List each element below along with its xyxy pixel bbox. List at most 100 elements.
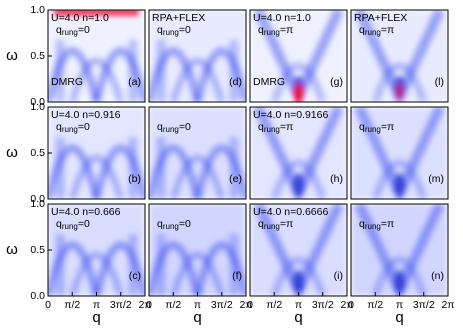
heatmap-blur bbox=[250, 204, 347, 296]
qrung-symbol: q bbox=[56, 218, 62, 230]
y-tick-label: 0.0 bbox=[30, 193, 45, 205]
spectral-peak bbox=[396, 84, 403, 100]
qrung-value: =0 bbox=[78, 218, 90, 230]
qrung-symbol: q bbox=[157, 218, 163, 230]
spectral-feature bbox=[169, 57, 226, 102]
panel-parameters: U=4.0 n=0.916 bbox=[51, 109, 121, 121]
spectral-feature bbox=[193, 144, 246, 199]
x-tick-label: 3π/2 bbox=[110, 299, 132, 311]
qrung-label: qrung=π bbox=[258, 24, 293, 37]
qrung-value: =0 bbox=[78, 121, 90, 133]
spectral-feature bbox=[48, 241, 101, 296]
x-tick-label: 0 bbox=[146, 299, 152, 311]
panel-label: (b) bbox=[128, 173, 141, 185]
panel-label: (h) bbox=[330, 173, 343, 185]
qrung-subscript: rung bbox=[365, 28, 381, 37]
panel-frame bbox=[350, 9, 449, 103]
panel-parameters: U=4.0 n=1.0 bbox=[253, 12, 311, 24]
panel-frame bbox=[148, 106, 247, 200]
heatmap bbox=[250, 107, 347, 199]
y-axis-label: ω bbox=[6, 241, 18, 258]
panel-label: (e) bbox=[229, 173, 242, 185]
qrung-symbol: q bbox=[258, 218, 264, 230]
heatmap bbox=[149, 10, 246, 102]
x-tick-label: 0 bbox=[45, 299, 51, 311]
x-tick-label: 0 bbox=[348, 299, 354, 311]
heatmap bbox=[48, 10, 145, 102]
x-tick-label: π/2 bbox=[367, 299, 383, 311]
x-axis-label: q bbox=[395, 309, 403, 326]
qrung-subscript: rung bbox=[62, 28, 78, 37]
spectral-feature bbox=[92, 241, 145, 296]
spectral-feature bbox=[393, 270, 406, 294]
method-label: DMRG bbox=[51, 76, 83, 88]
panel-frame bbox=[249, 106, 348, 200]
panel-label: (a) bbox=[128, 76, 141, 88]
qrung-subscript: rung bbox=[365, 125, 381, 134]
spectral-peak bbox=[293, 84, 304, 102]
heatmap bbox=[250, 204, 347, 296]
qrung-subscript: rung bbox=[62, 222, 78, 231]
x-tick-label: 3π/2 bbox=[211, 299, 233, 311]
spectral-feature bbox=[292, 173, 305, 197]
qrung-value: =π bbox=[280, 121, 293, 133]
qrung-label: qrung=0 bbox=[157, 121, 191, 134]
spectral-feature bbox=[48, 144, 101, 199]
spectral-feature bbox=[149, 47, 202, 102]
heatmap-blur bbox=[149, 107, 246, 199]
qrung-label: qrung=0 bbox=[56, 24, 90, 37]
x-tick-label: π bbox=[194, 299, 201, 311]
qrung-subscript: rung bbox=[264, 222, 280, 231]
qrung-symbol: q bbox=[359, 24, 365, 36]
panel-label: (m) bbox=[428, 173, 444, 185]
qrung-value: =π bbox=[280, 24, 293, 36]
qrung-label: qrung=0 bbox=[157, 218, 191, 231]
heatmap bbox=[351, 10, 448, 102]
x-tick-label: π bbox=[295, 299, 302, 311]
qrung-symbol: q bbox=[56, 24, 62, 36]
spectral-feature bbox=[92, 47, 145, 102]
qrung-label: qrung=π bbox=[258, 121, 293, 134]
y-tick-label: 0.5 bbox=[30, 50, 45, 62]
qrung-symbol: q bbox=[56, 121, 62, 133]
qrung-value: =0 bbox=[78, 24, 90, 36]
heatmap bbox=[149, 107, 246, 199]
qrung-label: qrung=0 bbox=[56, 218, 90, 231]
heatmap bbox=[250, 10, 347, 102]
qrung-value: =π bbox=[381, 218, 394, 230]
qrung-subscript: rung bbox=[62, 125, 78, 134]
x-tick-label: 2π bbox=[138, 299, 151, 311]
heatmap-blur bbox=[48, 10, 145, 102]
x-tick-label: π/2 bbox=[165, 299, 181, 311]
heatmap-blur bbox=[149, 10, 246, 102]
spectral-feature bbox=[371, 159, 428, 199]
qrung-subscript: rung bbox=[264, 125, 280, 134]
qrung-value: =0 bbox=[179, 24, 191, 36]
panel-label: (c) bbox=[129, 270, 141, 282]
spectral-feature bbox=[270, 159, 327, 199]
heatmap-blur bbox=[351, 204, 448, 296]
qrung-label: qrung=π bbox=[359, 24, 394, 37]
spectral-feature bbox=[393, 173, 406, 197]
heatmap bbox=[48, 204, 145, 296]
x-tick-label: π bbox=[93, 299, 100, 311]
qrung-value: =0 bbox=[179, 218, 191, 230]
y-axis-label: ω bbox=[6, 144, 18, 161]
x-tick-label: 2π bbox=[340, 299, 353, 311]
spectral-feature bbox=[169, 154, 226, 199]
heatmap-blur bbox=[48, 107, 145, 199]
heatmap-blur bbox=[250, 107, 347, 199]
qrung-label: qrung=π bbox=[359, 218, 394, 231]
y-tick-label: 0.5 bbox=[30, 244, 45, 256]
qrung-value: =0 bbox=[179, 121, 191, 133]
heatmap-blur bbox=[149, 204, 246, 296]
qrung-value: =π bbox=[381, 24, 394, 36]
panel-parameters: U=4.0 n=0.666 bbox=[51, 206, 121, 218]
x-tick-label: 0 bbox=[247, 299, 253, 311]
panel-label: (n) bbox=[431, 270, 444, 282]
panel-label: (d) bbox=[229, 76, 242, 88]
panel-frame bbox=[148, 9, 247, 103]
panel-frame bbox=[350, 106, 449, 200]
panel-label: (g) bbox=[330, 76, 343, 88]
spectral-feature bbox=[68, 251, 125, 296]
